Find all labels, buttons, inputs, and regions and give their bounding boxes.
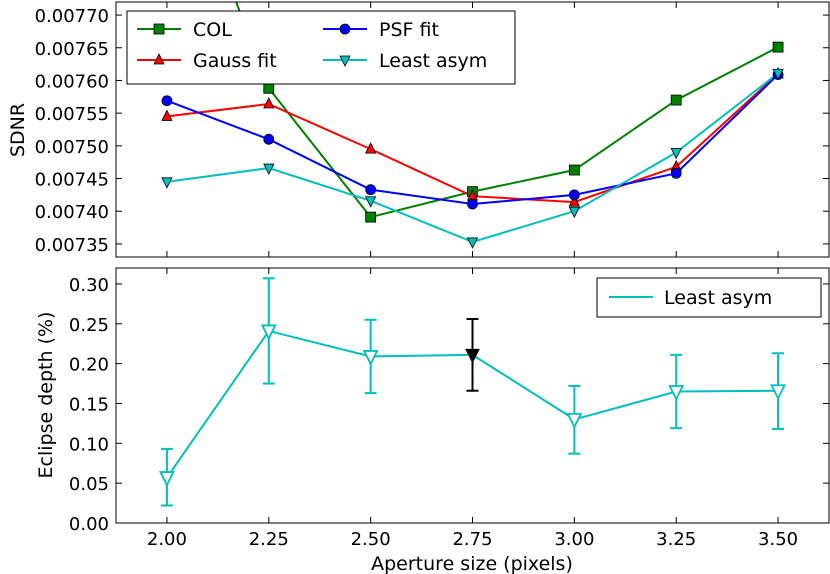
sdnr-y-tick-label: 0.00745	[35, 170, 109, 191]
x-tick-label: 2.00	[147, 529, 187, 550]
data-point-psf-fit	[568, 189, 580, 201]
sdnr-axes-frame	[115, 1, 830, 258]
data-point-psf-fit	[263, 133, 275, 145]
data-point-least-asym	[364, 196, 377, 208]
legend-label: COL	[193, 19, 232, 41]
depth-y-tick-label: 0.25	[69, 315, 109, 336]
data-point-least-asym	[161, 177, 173, 189]
data-point-psf-fit	[365, 184, 377, 196]
depth-axes-frame	[115, 267, 830, 524]
sdnr-x-ticks	[166, 2, 779, 257]
sdnr-y-tick-label: 0.00760	[35, 71, 109, 92]
data-point-least-asym	[260, 324, 277, 341]
data-point-least-asym	[772, 68, 784, 81]
data-point-least-asym	[466, 237, 479, 249]
data-point-least-asym	[668, 385, 685, 402]
legend-marker	[339, 55, 351, 67]
data-point-least-asym	[670, 147, 682, 160]
x-tick-label: 2.50	[351, 529, 391, 550]
legend-label: Least asym	[664, 287, 772, 309]
depth-y-tick-label: 0.10	[69, 434, 109, 455]
depth-x-ticks: 2.00 2.25 2.50 2.75 3.00 3.25 3.50	[147, 268, 798, 550]
depth-y-tick-label: 0.15	[69, 394, 109, 415]
sdnr-y-tick-label: 0.00755	[35, 104, 109, 125]
sdnr-legend: COL PSF fit Gauss fit Least asym	[126, 10, 516, 85]
x-tick-label: 2.25	[249, 529, 289, 550]
sdnr-legend-box	[126, 10, 516, 85]
legend-marker	[339, 23, 351, 35]
sdnr-y-tick-label: 0.00750	[35, 137, 109, 158]
sdnr-y-tick-label: 0.00770	[35, 6, 109, 27]
data-point-psf-fit	[161, 95, 173, 107]
data-point-least-asym	[568, 206, 581, 219]
sdnr-y-tick-label: 0.00735	[35, 235, 109, 256]
sdnr-y-ticks: 0.00735 0.00740 0.00745 0.00750 0.00755 0.007…	[35, 6, 829, 256]
depth-plot-area	[158, 277, 787, 507]
x-tick-label: 3.25	[656, 529, 696, 550]
data-point-least-asym	[770, 384, 787, 401]
data-point-gauss-fit	[568, 195, 581, 207]
depth-legend: Least asym	[596, 277, 822, 318]
sdnr-panel: 0.00735 0.00740 0.00745 0.00750 0.00755 0.007…	[7, 1, 830, 258]
legend-marker	[153, 23, 165, 35]
legend-label: Gauss fit	[193, 50, 277, 72]
series-line-gauss-fit	[166, 73, 779, 204]
data-point-least-asym	[263, 163, 275, 175]
data-point-least-asym	[158, 471, 175, 488]
data-point-psf-fit	[670, 167, 682, 179]
data-point-col	[670, 94, 682, 106]
sdnr-y-tick-label: 0.00765	[35, 39, 109, 60]
data-point-least-asym	[566, 413, 583, 429]
depth-y-tick-label: 0.00	[69, 514, 109, 535]
sdnr-plot-area	[161, 2, 784, 249]
data-point-psf-fit	[467, 198, 478, 210]
depth-y-ticks: 0.00 0.05 0.10 0.15 0.20 0.25 0.30	[69, 275, 829, 535]
data-point-gauss-fit	[263, 97, 275, 109]
data-point-least-asym	[362, 350, 379, 366]
legend-label: PSF fit	[379, 19, 439, 41]
x-tick-label: 3.50	[758, 529, 798, 550]
depth-panel: 0.00 0.05 0.10 0.15 0.20 0.25 0.30 2.00 2.25 2.5…	[35, 267, 830, 574]
sdnr-y-axis-label: SDNR	[7, 103, 29, 157]
x-tick-label: 3.00	[554, 529, 594, 550]
depth-y-tick-label: 0.30	[69, 275, 109, 296]
data-point-least-asym	[465, 348, 480, 364]
depth-y-tick-label: 0.05	[69, 474, 109, 495]
data-point-col	[365, 211, 377, 223]
data-point-col	[263, 82, 275, 94]
legend-label: Least asym	[379, 50, 487, 72]
data-point-col	[772, 41, 784, 53]
legend-marker	[153, 53, 165, 65]
depth-y-axis-label: Eclipse depth (%)	[35, 312, 57, 479]
data-point-gauss-fit	[364, 142, 377, 154]
x-tick-label: 2.75	[452, 529, 492, 550]
data-point-col	[568, 164, 580, 176]
x-axis-label: Aperture size (pixels)	[371, 553, 573, 574]
depth-y-tick-label: 0.20	[69, 355, 109, 376]
data-point-gauss-fit	[161, 109, 173, 121]
sdnr-y-tick-label: 0.00740	[35, 202, 109, 223]
